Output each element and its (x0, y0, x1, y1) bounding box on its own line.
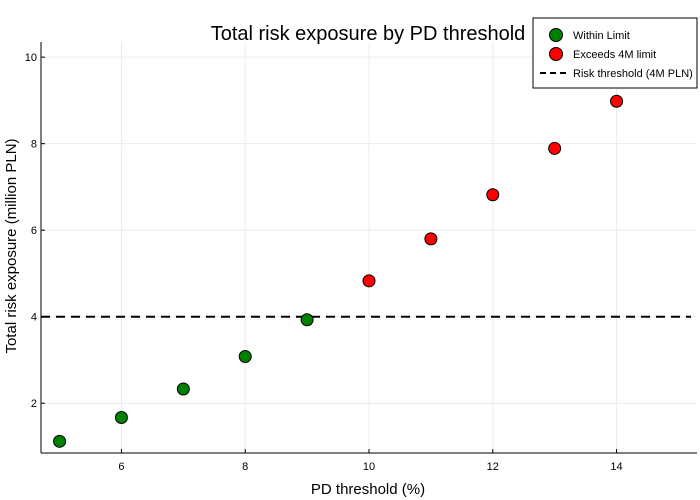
x-tick-label: 14 (610, 461, 622, 473)
y-axis-label: Total risk exposure (million PLN) (3, 138, 20, 353)
x-tick-label: 12 (487, 461, 499, 473)
exceeds-limit-point (486, 188, 500, 202)
x-axis-label: PD threshold (%) (311, 481, 425, 498)
data-points (53, 94, 624, 448)
axes: 6 8 10 12 14 2 4 6 8 10 (25, 42, 697, 473)
within-limit-point (300, 313, 314, 327)
within-limit-point (176, 382, 190, 396)
legend-marker-exceeds-limit (549, 47, 563, 61)
y-tick-label: 10 (25, 52, 37, 64)
legend-label-exceeds-limit: Exceeds 4M limit (573, 49, 656, 61)
legend-label-risk-threshold: Risk threshold (4M PLN) (573, 68, 693, 80)
within-limit-point (53, 434, 67, 448)
exceeds-limit-point (424, 232, 438, 246)
y-tick-label: 8 (31, 139, 37, 151)
legend-label-within-limit: Within Limit (573, 30, 630, 42)
chart-title: Total risk exposure by PD threshold (211, 23, 526, 45)
exceeds-limit-point (610, 94, 624, 108)
x-tick-label: 8 (242, 461, 248, 473)
y-tick-label: 4 (31, 312, 37, 324)
legend: Within Limit Exceeds 4M limit Risk thres… (532, 17, 698, 89)
within-limit-point (238, 350, 252, 364)
x-tick-label: 10 (363, 461, 375, 473)
legend-marker-within-limit (549, 28, 563, 42)
exceeds-limit-point (548, 141, 562, 155)
x-tick-label: 6 (118, 461, 124, 473)
y-tick-label: 6 (31, 225, 37, 237)
y-tick-label: 2 (31, 398, 37, 410)
exceeds-limit-point (362, 274, 376, 288)
within-limit-point (114, 411, 128, 425)
